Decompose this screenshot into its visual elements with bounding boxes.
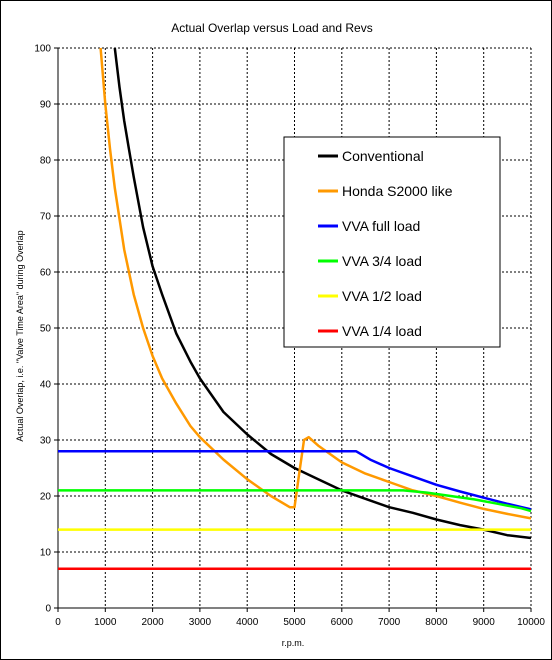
legend: Conventional Honda S2000 like VVA full loa… bbox=[283, 136, 501, 348]
y-tick-label: 30 bbox=[40, 436, 52, 447]
x-tick-label: 9000 bbox=[473, 617, 496, 628]
y-tick-label: 20 bbox=[40, 492, 52, 503]
y-tick-label: 50 bbox=[40, 324, 52, 335]
x-axis-label: r.p.m. bbox=[282, 638, 305, 648]
y-tick-label: 60 bbox=[40, 268, 52, 279]
y-tick-label: 80 bbox=[40, 156, 52, 167]
x-tick-label: 4000 bbox=[236, 617, 259, 628]
legend-label-2: VVA full load bbox=[342, 218, 420, 234]
series-line-2 bbox=[58, 449, 532, 511]
y-tick-label: 10 bbox=[40, 548, 52, 559]
x-tick-label: 0 bbox=[55, 617, 61, 628]
y-tick-label: 0 bbox=[45, 604, 51, 615]
x-tick-label: 1000 bbox=[94, 617, 117, 628]
legend-label-1: Honda S2000 like bbox=[342, 183, 453, 199]
chart-title: Actual Overlap versus Load and Revs bbox=[171, 21, 372, 35]
x-tick-label: 6000 bbox=[331, 617, 354, 628]
legend-label-0: Conventional bbox=[342, 148, 424, 164]
y-tick-label: 40 bbox=[40, 380, 52, 391]
legend-label-5: VVA 1/4 load bbox=[342, 323, 422, 339]
series-line-0 bbox=[113, 47, 532, 540]
y-tick-label: 90 bbox=[40, 100, 52, 111]
x-tick-label: 5000 bbox=[283, 617, 306, 628]
y-axis-label: Actual Overlap, i.e. "Valve Time Area" d… bbox=[15, 230, 25, 441]
y-tick-label: 70 bbox=[40, 212, 52, 223]
y-tick-label: 100 bbox=[34, 44, 51, 55]
series-line-3 bbox=[58, 489, 532, 513]
x-tick-label: 7000 bbox=[378, 617, 401, 628]
legend-label-3: VVA 3/4 load bbox=[342, 253, 422, 269]
x-tick-label: 8000 bbox=[425, 617, 448, 628]
x-tick-label: 2000 bbox=[141, 617, 164, 628]
legend-box bbox=[283, 136, 501, 348]
x-tick-label: 3000 bbox=[189, 617, 212, 628]
x-tick-label: 10000 bbox=[517, 617, 545, 628]
series-lines bbox=[58, 47, 532, 571]
legend-label-4: VVA 1/2 load bbox=[342, 288, 422, 304]
